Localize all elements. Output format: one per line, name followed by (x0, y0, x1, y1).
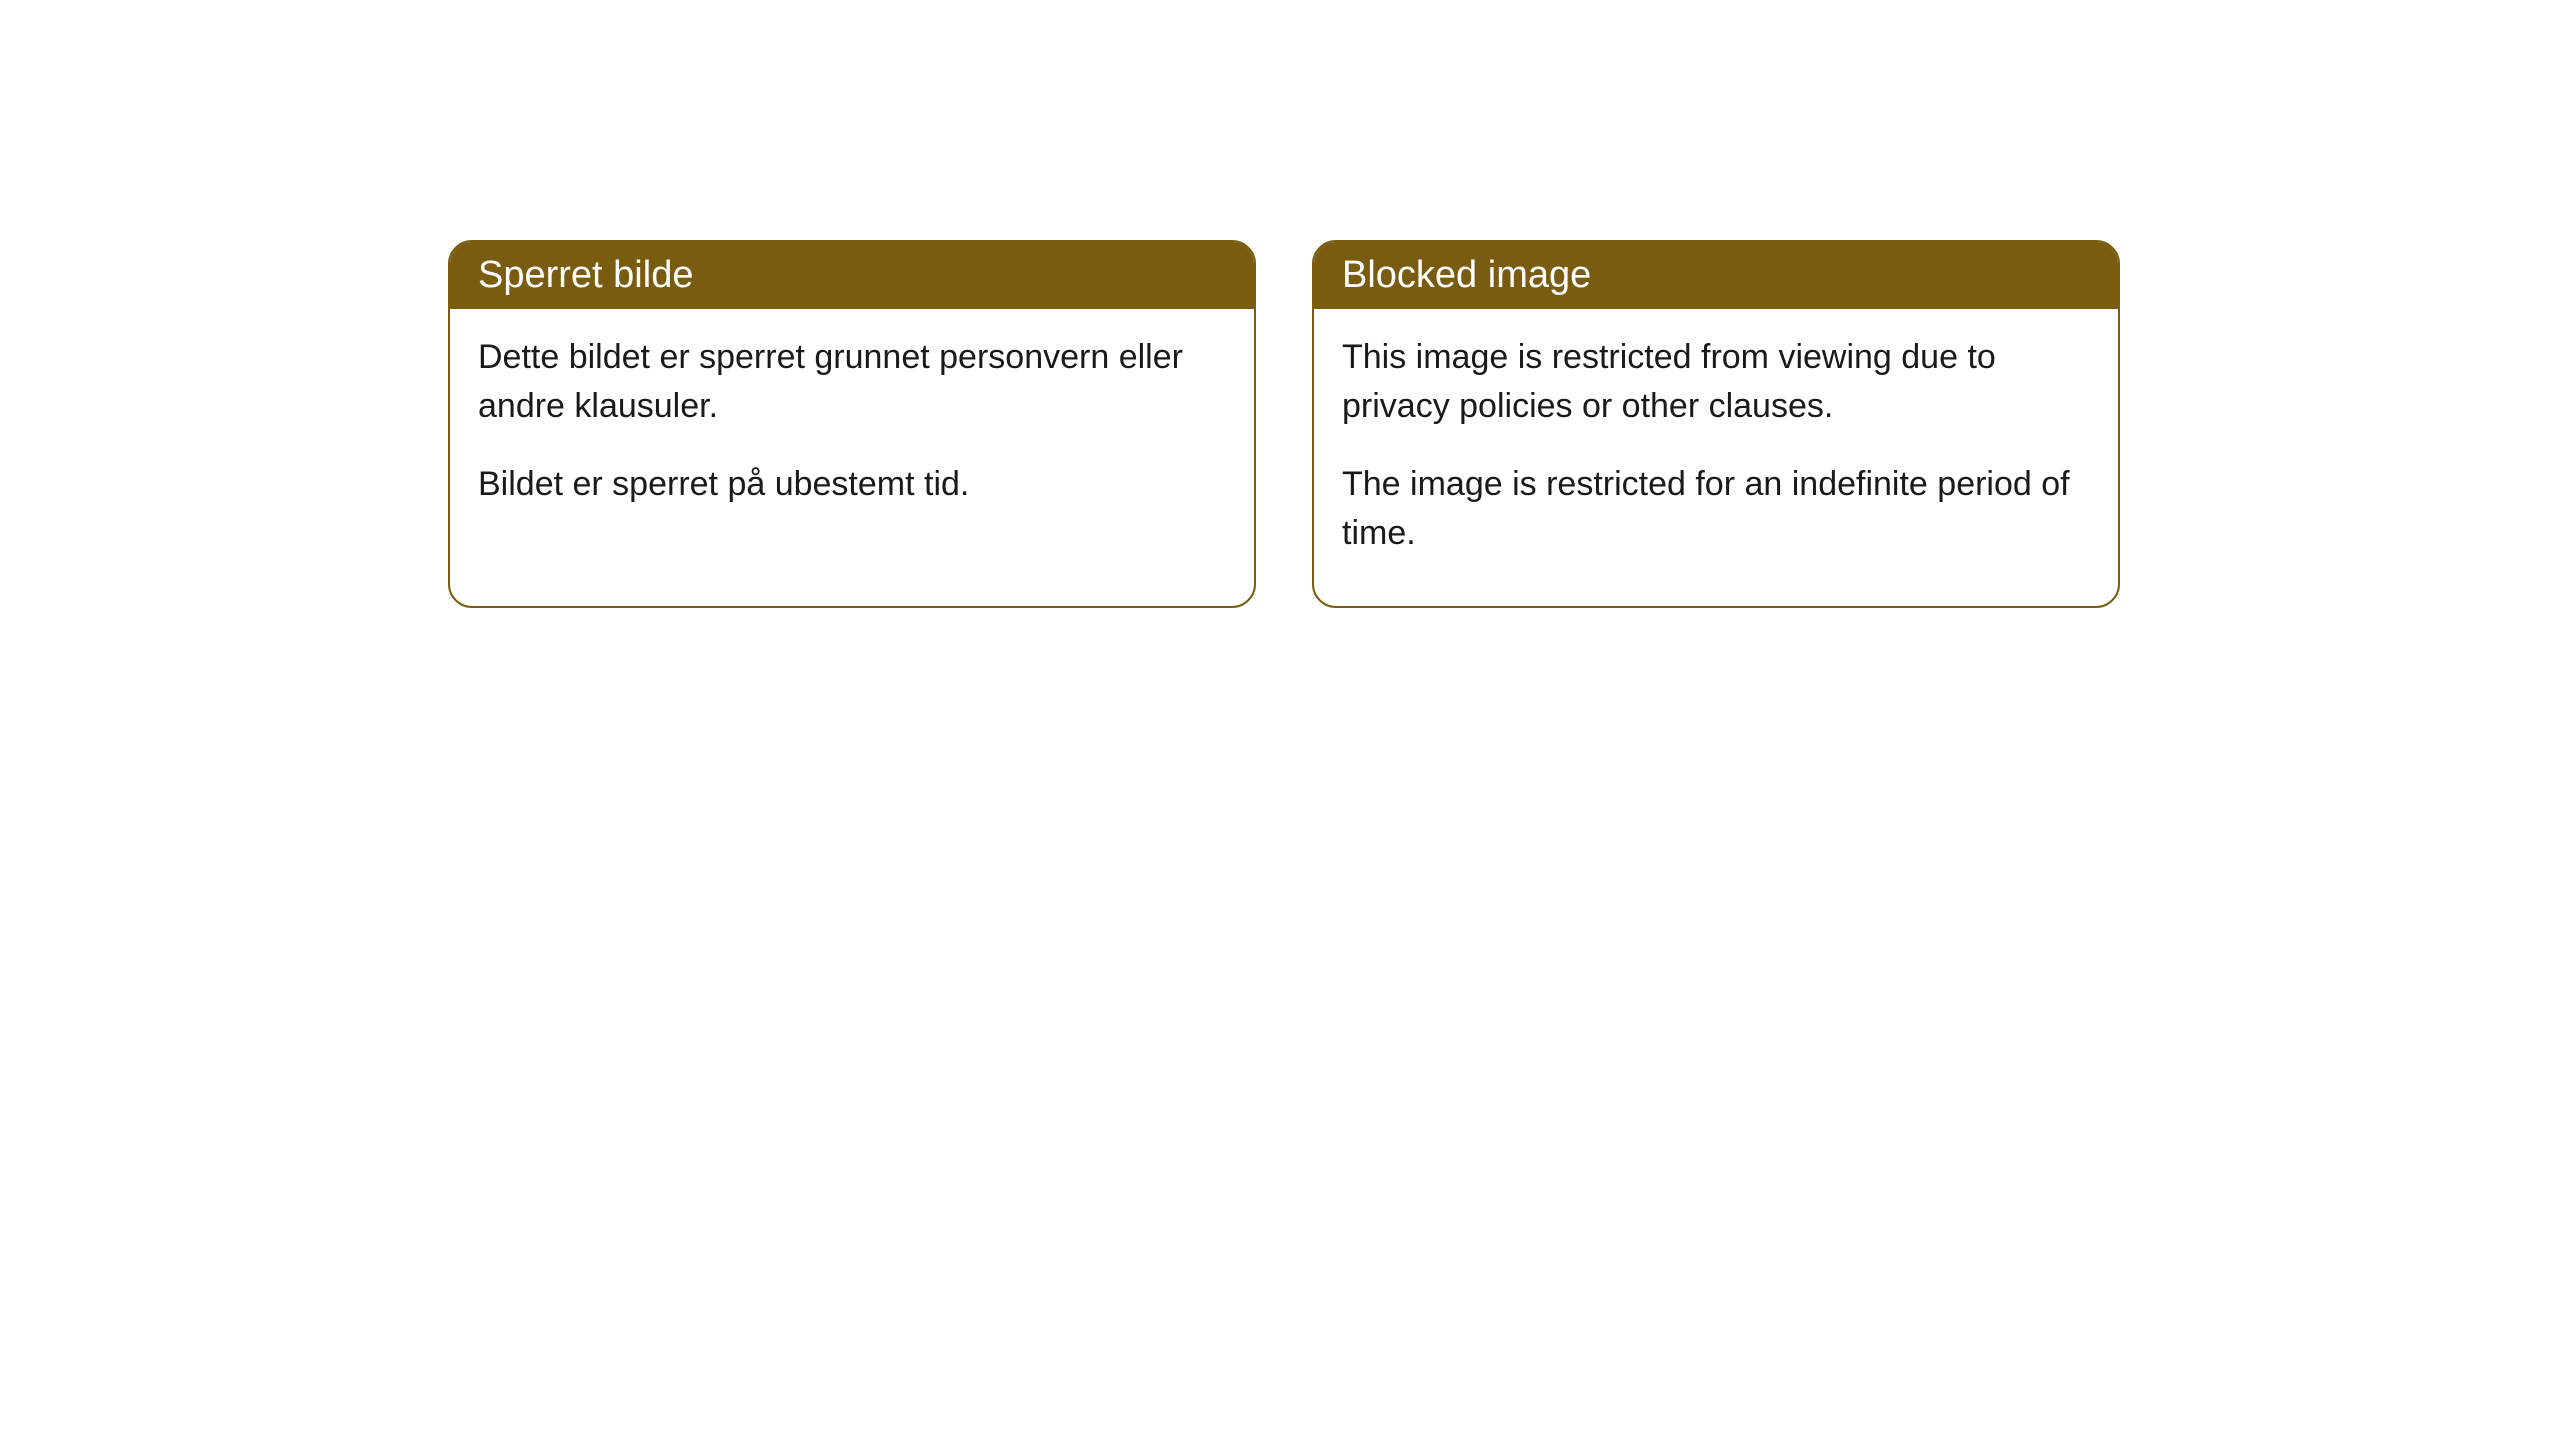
card-paragraph: Dette bildet er sperret grunnet personve… (478, 333, 1226, 432)
card-english: Blocked image This image is restricted f… (1312, 240, 2120, 608)
card-body-english: This image is restricted from viewing du… (1314, 309, 2118, 606)
card-norwegian: Sperret bilde Dette bildet er sperret gr… (448, 240, 1256, 608)
card-paragraph: The image is restricted for an indefinit… (1342, 460, 2090, 559)
card-paragraph: Bildet er sperret på ubestemt tid. (478, 460, 1226, 509)
card-header-english: Blocked image (1314, 242, 2118, 309)
card-paragraph: This image is restricted from viewing du… (1342, 333, 2090, 432)
card-title: Blocked image (1342, 254, 1591, 296)
card-header-norwegian: Sperret bilde (450, 242, 1254, 309)
cards-container: Sperret bilde Dette bildet er sperret gr… (448, 240, 2120, 608)
card-body-norwegian: Dette bildet er sperret grunnet personve… (450, 309, 1254, 557)
card-title: Sperret bilde (478, 254, 693, 296)
